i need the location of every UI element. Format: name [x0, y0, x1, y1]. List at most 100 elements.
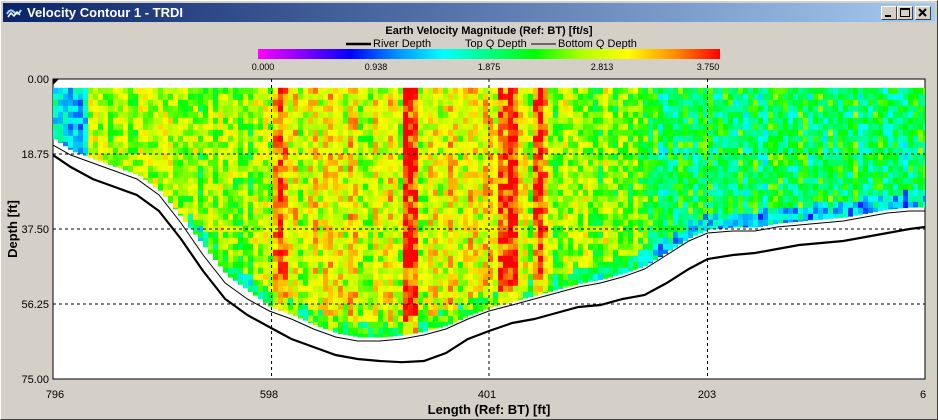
velocity-cell — [378, 93, 383, 101]
velocity-cell — [743, 153, 748, 161]
velocity-cell — [168, 183, 173, 191]
velocity-cell — [398, 99, 403, 107]
velocity-cell — [288, 297, 293, 305]
velocity-cell — [823, 213, 828, 220]
velocity-cell — [453, 207, 458, 215]
velocity-cell — [133, 159, 138, 167]
velocity-cell — [728, 123, 733, 131]
velocity-cell — [423, 237, 428, 245]
velocity-cell — [403, 165, 408, 173]
velocity-cell — [403, 219, 408, 227]
velocity-cell — [278, 267, 283, 275]
velocity-cell — [353, 249, 358, 257]
velocity-cell — [603, 267, 608, 275]
velocity-cell — [798, 201, 803, 209]
velocity-cell — [533, 207, 538, 215]
velocity-cell — [438, 273, 443, 281]
velocity-cell — [658, 153, 663, 161]
velocity-cell — [533, 165, 538, 173]
velocity-cell — [313, 315, 318, 323]
velocity-cell — [543, 99, 548, 107]
velocity-cell — [428, 201, 433, 209]
velocity-cell — [278, 165, 283, 173]
velocity-cell — [208, 243, 213, 251]
velocity-cell — [293, 285, 298, 293]
velocity-cell — [193, 213, 198, 221]
velocity-cell — [643, 93, 648, 101]
velocity-cell — [453, 177, 458, 185]
velocity-cell — [118, 129, 123, 137]
velocity-cell — [463, 309, 468, 317]
velocity-cell — [173, 207, 178, 210]
velocity-cell — [93, 129, 98, 137]
velocity-cell — [278, 303, 283, 311]
velocity-cell — [348, 135, 353, 143]
velocity-cell — [673, 237, 678, 245]
close-button[interactable] — [915, 6, 931, 20]
velocity-cell — [368, 255, 373, 263]
velocity-cell — [358, 297, 363, 305]
velocity-cell — [403, 303, 408, 311]
velocity-cell — [143, 165, 148, 173]
velocity-cell — [243, 279, 248, 287]
ensemble-column — [223, 87, 228, 273]
velocity-cell — [333, 255, 338, 263]
velocity-cell — [348, 177, 353, 185]
velocity-cell — [208, 213, 213, 221]
velocity-cell — [258, 255, 263, 263]
title-bar[interactable]: Velocity Contour 1 - TRDI — [3, 3, 935, 22]
velocity-cell — [728, 165, 733, 173]
velocity-cell — [528, 189, 533, 197]
velocity-cell — [733, 177, 738, 185]
velocity-cell — [468, 105, 473, 113]
velocity-cell — [293, 159, 298, 167]
velocity-cell — [423, 285, 428, 293]
velocity-cell — [708, 135, 713, 143]
velocity-cell — [303, 111, 308, 119]
velocity-cell — [743, 123, 748, 131]
velocity-cell — [308, 129, 313, 137]
velocity-cell — [863, 117, 868, 125]
velocity-cell — [708, 195, 713, 203]
velocity-cell — [463, 87, 468, 95]
velocity-cell — [218, 243, 223, 251]
velocity-cell — [503, 243, 508, 251]
velocity-cell — [693, 105, 698, 113]
velocity-cell — [348, 171, 353, 179]
velocity-cell — [448, 123, 453, 131]
ensemble-column — [653, 87, 658, 261]
velocity-cell — [683, 189, 688, 197]
velocity-cell — [343, 99, 348, 107]
velocity-cell — [308, 303, 313, 311]
velocity-cell — [368, 303, 373, 311]
velocity-cell — [168, 171, 173, 179]
velocity-cell — [603, 147, 608, 155]
minimize-button[interactable] — [881, 6, 897, 20]
velocity-cell — [413, 153, 418, 161]
velocity-cell — [348, 273, 353, 281]
velocity-cell — [653, 141, 658, 149]
velocity-cell — [838, 177, 843, 185]
velocity-cell — [663, 183, 668, 191]
velocity-cell — [773, 105, 778, 113]
velocity-cell — [323, 267, 328, 275]
ensemble-column — [493, 87, 498, 307]
velocity-cell — [428, 243, 433, 251]
velocity-cell — [628, 267, 633, 272]
velocity-cell — [463, 285, 468, 293]
velocity-cell — [548, 285, 553, 292]
velocity-cell — [798, 147, 803, 155]
velocity-cell — [613, 201, 618, 209]
velocity-cell — [78, 123, 83, 131]
velocity-cell — [678, 195, 683, 203]
maximize-button[interactable] — [897, 6, 913, 20]
velocity-cell — [233, 201, 238, 209]
velocity-cell — [368, 135, 373, 143]
velocity-cell — [343, 273, 348, 281]
velocity-cell — [418, 315, 423, 323]
velocity-cell — [208, 111, 213, 119]
velocity-cell — [338, 159, 343, 167]
velocity-cell — [198, 87, 203, 95]
velocity-cell — [68, 123, 73, 131]
velocity-cell — [758, 135, 763, 143]
